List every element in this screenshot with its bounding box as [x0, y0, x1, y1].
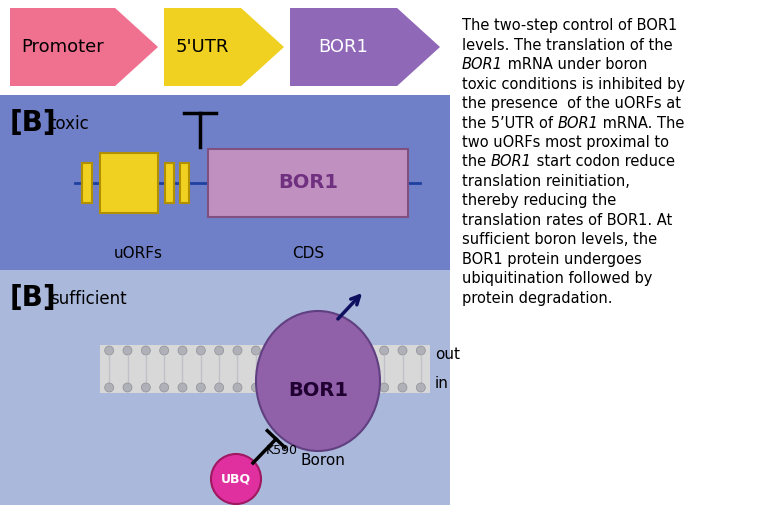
Circle shape — [325, 346, 333, 355]
Circle shape — [215, 383, 223, 392]
Bar — [0, 0, 450, 96]
Circle shape — [325, 383, 333, 392]
Circle shape — [306, 346, 316, 355]
Text: translation rates of BOR1. At: translation rates of BOR1. At — [462, 213, 672, 228]
Circle shape — [233, 383, 242, 392]
Text: ubiquitination followed by: ubiquitination followed by — [462, 272, 652, 286]
Circle shape — [211, 454, 261, 504]
Circle shape — [343, 383, 352, 392]
Circle shape — [379, 346, 389, 355]
Circle shape — [306, 383, 316, 392]
Text: BOR1 protein undergoes: BOR1 protein undergoes — [462, 252, 642, 267]
Circle shape — [398, 346, 407, 355]
Circle shape — [270, 383, 279, 392]
Text: sufficient boron levels, the: sufficient boron levels, the — [462, 232, 657, 247]
Circle shape — [104, 383, 114, 392]
Bar — [100, 345, 430, 393]
Text: BOR1: BOR1 — [319, 38, 369, 56]
Circle shape — [398, 383, 407, 392]
Ellipse shape — [256, 311, 380, 451]
Circle shape — [141, 383, 151, 392]
Circle shape — [141, 346, 151, 355]
Text: K590: K590 — [266, 444, 298, 457]
Text: the: the — [462, 155, 491, 170]
Text: uORFs: uORFs — [114, 246, 163, 261]
Text: mRNA under boron: mRNA under boron — [503, 57, 647, 72]
Circle shape — [416, 346, 425, 355]
Circle shape — [251, 346, 260, 355]
Circle shape — [361, 346, 370, 355]
Text: 5'UTR: 5'UTR — [176, 38, 229, 56]
Circle shape — [123, 383, 132, 392]
Circle shape — [197, 346, 205, 355]
Circle shape — [233, 346, 242, 355]
Circle shape — [288, 346, 297, 355]
Text: protein degradation.: protein degradation. — [462, 291, 613, 306]
Text: BOR1: BOR1 — [558, 116, 598, 130]
Polygon shape — [10, 8, 158, 86]
Circle shape — [104, 346, 114, 355]
Circle shape — [197, 383, 205, 392]
Circle shape — [251, 383, 260, 392]
Text: [B]: [B] — [10, 109, 57, 137]
Text: in: in — [435, 376, 449, 391]
Text: [B]: [B] — [10, 284, 57, 312]
Circle shape — [160, 346, 169, 355]
Circle shape — [270, 346, 279, 355]
Bar — [100, 153, 158, 213]
Circle shape — [379, 383, 389, 392]
Text: mRNA. The: mRNA. The — [598, 116, 685, 130]
Polygon shape — [290, 8, 440, 86]
Circle shape — [178, 346, 187, 355]
Circle shape — [361, 383, 370, 392]
Circle shape — [288, 383, 297, 392]
Circle shape — [178, 383, 187, 392]
Text: BOR1: BOR1 — [462, 57, 503, 72]
Text: BOR1: BOR1 — [491, 155, 531, 170]
Text: translation reinitiation,: translation reinitiation, — [462, 174, 630, 189]
Text: Boron: Boron — [300, 453, 346, 468]
Circle shape — [215, 346, 223, 355]
Bar — [82, 163, 92, 203]
Text: UBQ: UBQ — [221, 473, 251, 485]
Bar — [180, 163, 189, 203]
Circle shape — [160, 383, 169, 392]
Bar — [208, 149, 408, 217]
Text: toxic: toxic — [50, 115, 90, 133]
Text: toxic conditions is inhibited by: toxic conditions is inhibited by — [462, 76, 685, 91]
Bar — [0, 95, 450, 270]
Text: Promoter: Promoter — [22, 38, 104, 56]
Text: start codon reduce: start codon reduce — [531, 155, 674, 170]
Text: two uORFs most proximal to: two uORFs most proximal to — [462, 135, 669, 150]
Text: the presence  of the uORFs at: the presence of the uORFs at — [462, 96, 681, 111]
Circle shape — [343, 346, 352, 355]
Text: BOR1: BOR1 — [278, 174, 338, 192]
Text: thereby reducing the: thereby reducing the — [462, 193, 616, 209]
Bar — [0, 270, 450, 505]
Text: The two-step control of BOR1: The two-step control of BOR1 — [462, 18, 677, 33]
Bar — [165, 163, 174, 203]
Text: sufficient: sufficient — [50, 290, 127, 308]
Text: the 5’UTR of: the 5’UTR of — [462, 116, 558, 130]
Text: CDS: CDS — [292, 246, 324, 261]
Circle shape — [416, 383, 425, 392]
Text: levels. The translation of the: levels. The translation of the — [462, 37, 673, 53]
Text: BOR1: BOR1 — [288, 381, 348, 400]
Text: out: out — [435, 347, 460, 362]
Polygon shape — [164, 8, 284, 86]
Circle shape — [123, 346, 132, 355]
